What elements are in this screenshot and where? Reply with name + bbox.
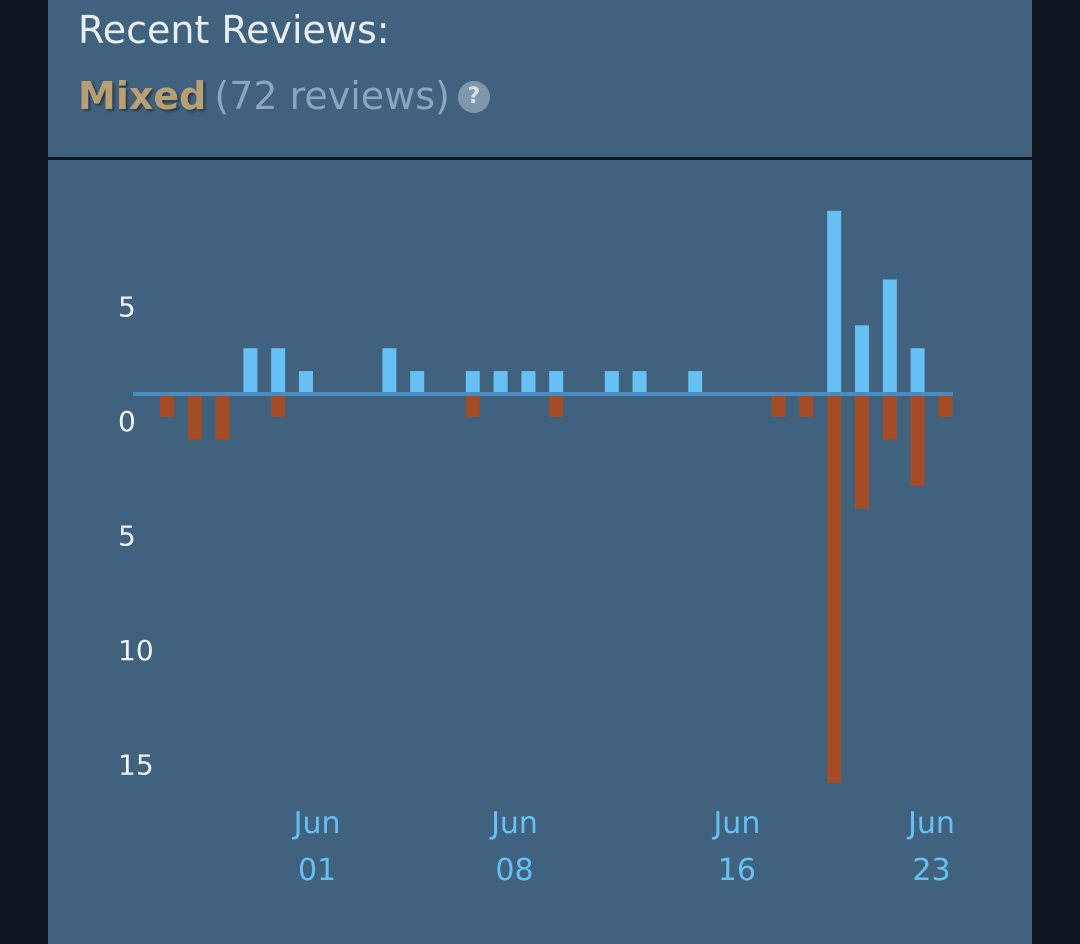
- y-tick-label: 0: [118, 405, 136, 438]
- positive-bar: [410, 371, 425, 394]
- y-tick-label: 15: [118, 749, 154, 782]
- review-count: (72 reviews): [214, 74, 450, 118]
- positive-bar: [299, 371, 313, 394]
- positive-bar: [632, 371, 647, 394]
- negative-bar: [910, 396, 925, 486]
- y-tick-label: 5: [118, 520, 136, 553]
- negative-bar: [855, 396, 869, 509]
- negative-bar: [160, 396, 174, 417]
- x-tick-day: 01: [298, 853, 336, 888]
- negative-bar: [938, 396, 953, 417]
- x-tick-day: 16: [718, 853, 756, 888]
- review-summary: Mixed (72 reviews)?: [78, 74, 490, 118]
- positive-bar: [271, 348, 286, 394]
- positive-bar: [604, 371, 619, 394]
- x-tick-month: Jun: [711, 806, 760, 841]
- negative-bar: [465, 396, 480, 417]
- x-tick-month: Jun: [906, 806, 955, 841]
- positive-bar: [910, 348, 925, 394]
- y-tick-label: 5: [118, 291, 136, 324]
- zero-axis-line: [133, 392, 953, 396]
- positive-bar: [521, 371, 536, 394]
- negative-bar: [215, 396, 230, 440]
- section-title: Recent Reviews:: [78, 8, 390, 52]
- positive-bar: [382, 348, 397, 394]
- positive-bar: [549, 371, 564, 394]
- negative-bar: [549, 396, 564, 417]
- positive-bar: [855, 325, 869, 394]
- negative-bar: [882, 396, 897, 440]
- positive-bar: [827, 210, 842, 394]
- x-tick-day: 23: [912, 853, 950, 888]
- positive-bar: [882, 279, 897, 394]
- y-tick-label: 10: [118, 634, 154, 667]
- positive-bar: [465, 371, 480, 394]
- negative-bar: [187, 396, 202, 440]
- divider: [48, 157, 1032, 160]
- negative-bar: [799, 396, 814, 417]
- negative-bar: [827, 396, 842, 784]
- positive-bar: [243, 348, 258, 394]
- review-rating[interactable]: Mixed: [78, 74, 207, 118]
- negative-bar: [271, 396, 286, 417]
- positive-bar: [493, 371, 508, 394]
- positive-bar: [688, 371, 703, 394]
- negative-bar: [771, 396, 786, 417]
- x-tick-month: Jun: [489, 806, 538, 841]
- question-mark-icon[interactable]: ?: [457, 81, 490, 113]
- x-tick-month: Jun: [292, 806, 341, 841]
- x-tick-day: 08: [495, 853, 533, 888]
